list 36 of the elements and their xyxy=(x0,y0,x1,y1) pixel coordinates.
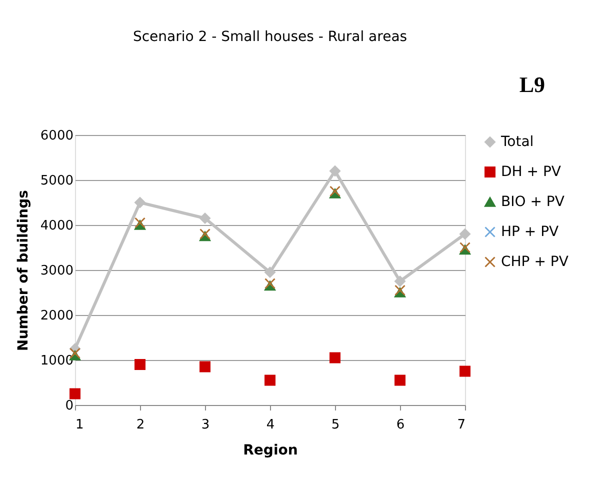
point xyxy=(70,388,80,400)
y-tick-label: 2000 xyxy=(40,308,74,324)
text: L9 xyxy=(519,72,545,97)
y-tick-label: 6000 xyxy=(40,128,74,144)
point xyxy=(200,212,210,224)
point xyxy=(460,228,470,240)
y-tick-label: 3000 xyxy=(40,264,74,278)
chart-title: Scenario 2 - Small houses - Rural areas xyxy=(132,29,408,45)
point xyxy=(134,359,146,370)
legend-label: HP + PV xyxy=(501,224,560,240)
x-axis-title: Region xyxy=(243,442,298,458)
y-axis-title: Number of buildings xyxy=(15,190,32,351)
x-tick-label: 5 xyxy=(331,418,340,432)
x-tick-label: 4 xyxy=(266,418,275,432)
y-tick-label: 4000 xyxy=(40,218,74,234)
point xyxy=(264,374,276,386)
legend-label: BIO + PV xyxy=(501,194,565,210)
y-tick-label: 5000 xyxy=(40,174,74,188)
x-tick-label: 1 xyxy=(76,418,84,432)
legend-label: Total xyxy=(500,134,534,150)
point xyxy=(134,197,146,208)
point xyxy=(330,166,340,176)
x-tick-label: 2 xyxy=(136,418,145,432)
point xyxy=(264,266,276,278)
point xyxy=(394,276,406,287)
legend-label: DH + PV xyxy=(501,164,562,180)
point xyxy=(330,352,340,364)
x-tick-label: 3 xyxy=(201,418,210,432)
x-tick-label: 6 xyxy=(396,418,405,432)
y-tick-label: 0 xyxy=(65,398,74,414)
point xyxy=(460,366,470,377)
x-tick-label: 7 xyxy=(457,418,466,432)
point xyxy=(200,361,210,372)
legend-label: CHP + PV xyxy=(501,254,569,270)
y-tick-label: 1000 xyxy=(40,354,74,368)
point xyxy=(394,374,406,386)
